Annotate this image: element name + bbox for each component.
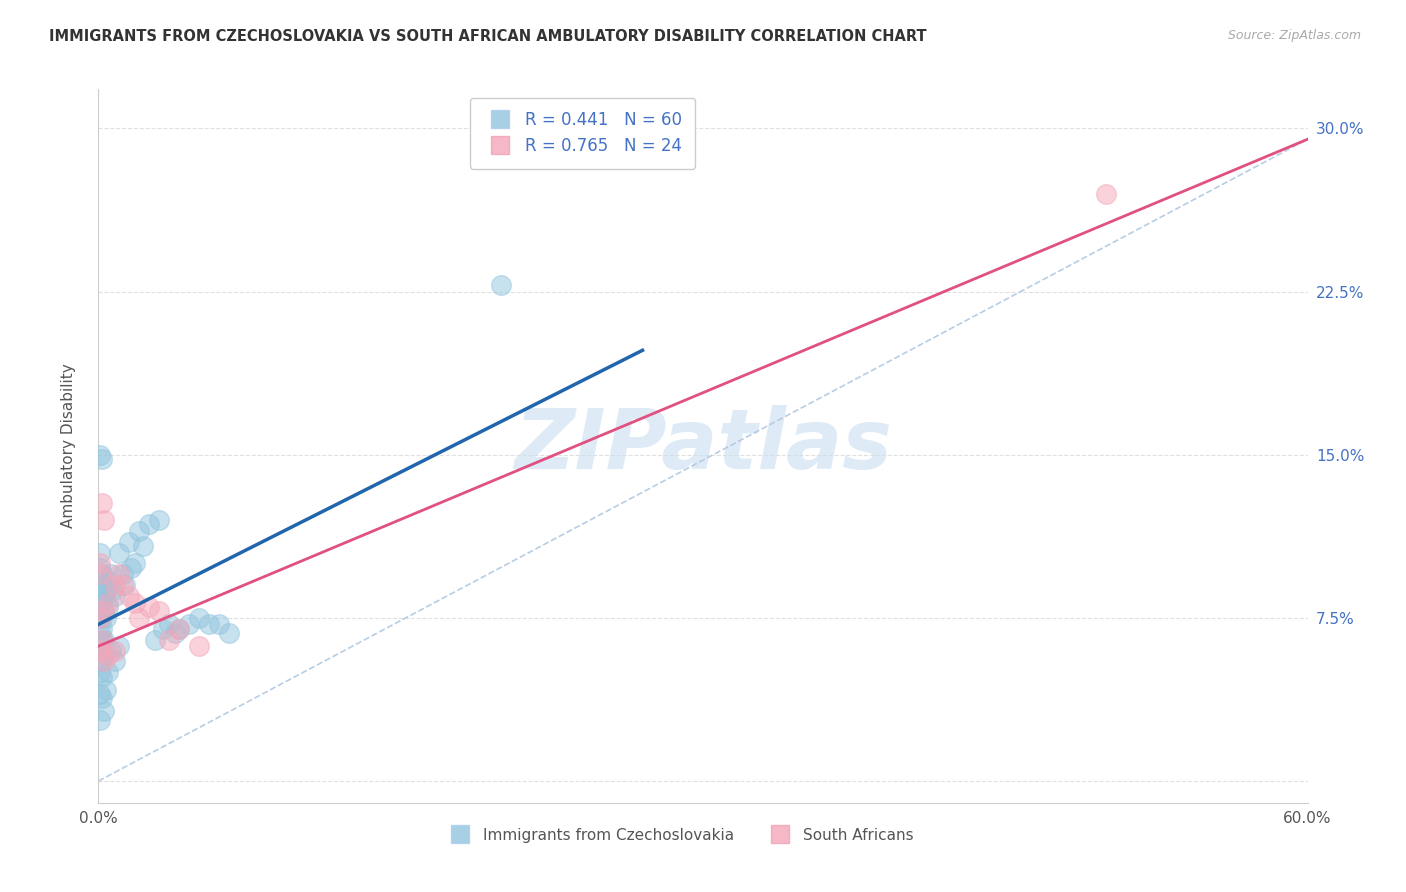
Point xyxy=(89,578,111,592)
Point xyxy=(91,691,114,706)
Point xyxy=(91,495,114,509)
Point xyxy=(93,513,115,527)
Point xyxy=(103,589,125,603)
Point xyxy=(91,596,114,610)
Point xyxy=(138,599,160,614)
Point xyxy=(91,632,114,647)
Point xyxy=(91,611,114,625)
Point xyxy=(96,582,118,597)
Point xyxy=(89,599,111,614)
Point xyxy=(128,524,150,538)
Text: ZIPatlas: ZIPatlas xyxy=(515,406,891,486)
Point xyxy=(93,654,115,668)
Point xyxy=(138,517,160,532)
Point xyxy=(93,648,115,662)
Point xyxy=(114,578,136,592)
Point xyxy=(89,626,111,640)
Point xyxy=(91,670,114,684)
Point xyxy=(93,578,115,592)
Point xyxy=(100,567,122,582)
Point xyxy=(118,589,141,603)
Point xyxy=(167,622,190,636)
Point xyxy=(124,557,146,571)
Point xyxy=(89,713,111,727)
Point xyxy=(148,604,170,618)
Point xyxy=(167,622,190,636)
Point xyxy=(96,682,118,697)
Point xyxy=(89,611,111,625)
Point xyxy=(103,643,125,657)
Point xyxy=(208,617,231,632)
Point xyxy=(97,665,120,680)
Point xyxy=(179,617,201,632)
Point xyxy=(89,643,111,657)
Point xyxy=(93,604,115,618)
Point xyxy=(91,567,114,582)
Point xyxy=(89,567,111,582)
Point xyxy=(103,654,125,668)
Point xyxy=(148,513,170,527)
Point xyxy=(89,448,111,462)
Point xyxy=(120,561,142,575)
Point xyxy=(124,596,146,610)
Point xyxy=(198,617,221,632)
Point xyxy=(100,643,122,657)
Point xyxy=(118,534,141,549)
Point xyxy=(101,582,124,597)
Point xyxy=(91,452,114,467)
Point xyxy=(89,687,111,701)
Point xyxy=(111,578,134,592)
Point xyxy=(89,557,111,571)
Point xyxy=(157,632,180,647)
Point xyxy=(93,604,115,618)
Point xyxy=(97,596,120,610)
Point xyxy=(132,539,155,553)
Point xyxy=(103,578,125,592)
Legend: Immigrants from Czechoslovakia, South Africans: Immigrants from Czechoslovakia, South Af… xyxy=(439,822,920,848)
Text: Source: ZipAtlas.com: Source: ZipAtlas.com xyxy=(1227,29,1361,42)
Point xyxy=(89,546,111,560)
Point xyxy=(143,632,166,647)
Point xyxy=(107,639,129,653)
Point xyxy=(91,632,114,647)
Text: IMMIGRANTS FROM CZECHOSLOVAKIA VS SOUTH AFRICAN AMBULATORY DISABILITY CORRELATIO: IMMIGRANTS FROM CZECHOSLOVAKIA VS SOUTH … xyxy=(49,29,927,44)
Point xyxy=(93,705,115,719)
Point xyxy=(89,665,111,680)
Point xyxy=(188,611,211,625)
Point xyxy=(89,561,111,575)
Point xyxy=(163,626,186,640)
Point xyxy=(93,589,115,603)
Point xyxy=(89,654,111,668)
Point xyxy=(152,622,174,636)
Point xyxy=(128,611,150,625)
Point xyxy=(491,278,513,293)
Point xyxy=(107,567,129,582)
Point xyxy=(97,599,120,614)
Y-axis label: Ambulatory Disability: Ambulatory Disability xyxy=(62,364,76,528)
Point xyxy=(89,643,111,657)
Point xyxy=(218,626,240,640)
Point xyxy=(1095,186,1118,201)
Point xyxy=(157,617,180,632)
Point xyxy=(111,567,134,582)
Point xyxy=(107,546,129,560)
Point xyxy=(91,622,114,636)
Point xyxy=(97,574,120,588)
Point xyxy=(93,632,115,647)
Point xyxy=(97,648,120,662)
Point xyxy=(96,611,118,625)
Point xyxy=(89,611,111,625)
Point xyxy=(188,639,211,653)
